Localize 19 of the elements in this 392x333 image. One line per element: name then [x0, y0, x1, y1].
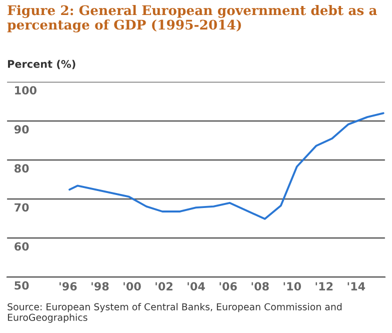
y-tick-label: 60: [14, 242, 29, 251]
x-tick-label: '08: [252, 282, 269, 291]
chart-title: Figure 2: General European government debt as a percentage of GDP (1995-2014): [7, 4, 377, 32]
x-tick-label: '12: [316, 282, 333, 290]
x-tick-label: '06: [220, 282, 237, 291]
y-tick-label: 100: [15, 86, 36, 95]
x-tick-label: '10: [284, 282, 301, 291]
source-note: Source: European System of Central Banks, European Commission and EuroGeographics: [8, 303, 342, 323]
x-tick-label: '14: [348, 282, 366, 290]
y-tick-label: 90: [14, 125, 29, 134]
x-tick-label: '04: [188, 282, 205, 291]
y-tick-label: 70: [14, 203, 29, 212]
x-tick-label: '02: [156, 282, 172, 291]
x-tick-label: '96: [60, 282, 77, 291]
y-tick-label: 80: [14, 164, 29, 173]
x-tick-label: '00: [124, 282, 141, 291]
y-tick-label: 50: [14, 281, 29, 290]
x-tick-label: '98: [92, 282, 109, 291]
y-axis-title: Percent (%): [8, 60, 76, 70]
